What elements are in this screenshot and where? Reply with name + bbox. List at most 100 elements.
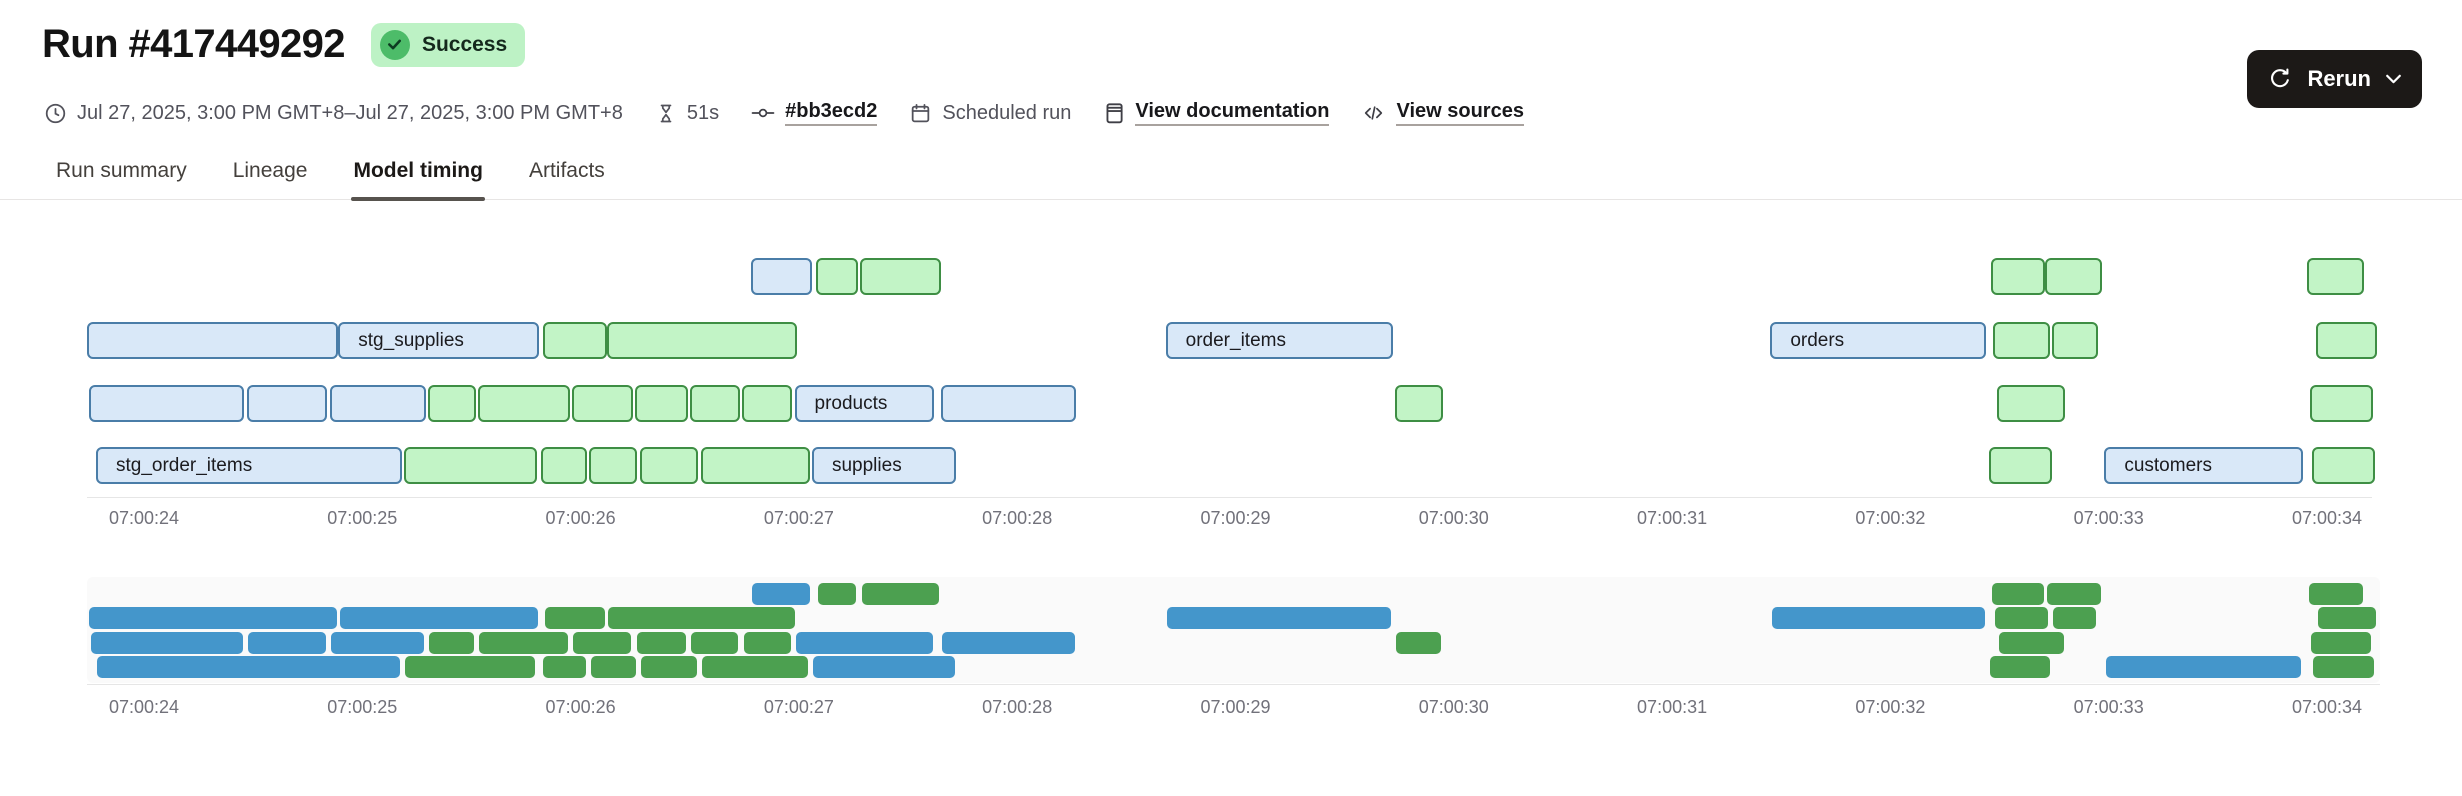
gantt-bar[interactable] [1993, 322, 2050, 359]
minimap-bar[interactable] [691, 632, 739, 654]
gantt-bar[interactable] [689, 385, 740, 422]
axis-tick-label: 07:00:28 [982, 697, 1053, 717]
axis-tick-label: 07:00:29 [1200, 508, 1271, 528]
gantt-bar[interactable] [1997, 385, 2066, 422]
gantt-bar[interactable] [89, 385, 245, 422]
minimap-bar[interactable] [1990, 656, 2051, 678]
minimap-bar[interactable] [942, 632, 1075, 654]
gantt-bar[interactable]: supplies [811, 447, 957, 484]
minimap-bar[interactable] [88, 607, 337, 629]
gantt-bar[interactable]: order_items [1165, 322, 1393, 359]
gantt-bar[interactable] [606, 322, 797, 359]
minimap-bar[interactable] [2105, 656, 2302, 678]
chevron-down-icon [2386, 74, 2401, 84]
gantt-bar[interactable] [2045, 258, 2103, 295]
minimap-bar[interactable] [861, 583, 940, 605]
gantt-bar[interactable] [2051, 322, 2098, 359]
tab-run-summary[interactable]: Run summary [56, 159, 187, 182]
gantt-bar[interactable] [816, 258, 858, 295]
gantt-bar[interactable] [750, 258, 812, 295]
minimap-bar[interactable] [817, 583, 857, 605]
gantt-bar[interactable] [2307, 258, 2365, 295]
gantt-bar[interactable] [700, 447, 810, 484]
gantt-axis-line [87, 497, 2372, 498]
minimap-bar[interactable] [2317, 607, 2376, 629]
gantt-bar[interactable]: products [794, 385, 935, 422]
minimap-bar[interactable] [2311, 632, 2372, 654]
gantt-bar[interactable] [589, 447, 638, 484]
minimap-bar[interactable] [590, 656, 636, 678]
axis-tick-label: 07:00:27 [763, 697, 834, 717]
gantt-bar[interactable] [635, 385, 688, 422]
axis-tick-label: 07:00:33 [2073, 697, 2144, 717]
gantt-bar[interactable] [477, 385, 570, 422]
axis-tick-label: 07:00:26 [545, 697, 616, 717]
gantt-bar[interactable] [1990, 258, 2046, 295]
minimap-bar[interactable] [1396, 632, 1442, 654]
axis-tick-label: 07:00:34 [2291, 697, 2363, 717]
minimap-bar[interactable] [544, 607, 606, 629]
minimap-bar[interactable] [90, 632, 243, 654]
gantt-bar[interactable]: stg_order_items [95, 447, 402, 484]
gantt-bar[interactable] [860, 258, 941, 295]
tab-artifacts[interactable]: Artifacts [528, 159, 605, 182]
gantt-bar[interactable]: customers [2104, 447, 2303, 484]
minimap-bar[interactable] [608, 607, 796, 629]
gantt-bar[interactable] [2311, 447, 2376, 484]
minimap-bar[interactable] [429, 632, 475, 654]
code-icon [1365, 106, 1383, 120]
gantt-bar[interactable]: stg_supplies [338, 322, 540, 359]
gantt-bar[interactable] [2309, 385, 2373, 422]
axis-tick-label: 07:00:27 [763, 508, 834, 528]
minimap-bar[interactable] [573, 632, 632, 654]
minimap-bar[interactable] [1771, 607, 1985, 629]
axis-tick-label: 07:00:25 [327, 508, 398, 528]
minimap-bar[interactable] [641, 656, 697, 678]
gantt-bar[interactable] [571, 385, 633, 422]
minimap-bar[interactable] [2053, 607, 2097, 629]
gantt-bar[interactable] [1988, 447, 2052, 484]
minimap-bar[interactable] [1992, 583, 2044, 605]
gantt-bar[interactable] [427, 385, 476, 422]
minimap-bar[interactable] [813, 656, 955, 678]
gantt-bar[interactable]: orders [1770, 322, 1987, 359]
gantt-bar[interactable] [87, 322, 339, 359]
rerun-button[interactable]: Rerun [2247, 50, 2422, 108]
minimap-bar[interactable] [702, 656, 809, 678]
commit-link[interactable]: #bb3ecd2 [751, 100, 878, 126]
minimap-bar[interactable] [796, 632, 933, 654]
gantt-bar[interactable] [329, 385, 426, 422]
minimap-bar[interactable] [1994, 607, 2049, 629]
view-sources-link[interactable]: View sources [1361, 100, 1524, 126]
gantt-bar[interactable] [2316, 322, 2378, 359]
gantt-bar[interactable] [1394, 385, 1443, 422]
minimap-bar[interactable] [248, 632, 326, 654]
gantt-bar[interactable] [639, 447, 699, 484]
minimap-bar[interactable] [339, 607, 538, 629]
gantt-bar-label: supplies [831, 454, 902, 476]
minimap-bar[interactable] [331, 632, 425, 654]
gantt-bar[interactable] [742, 385, 793, 422]
minimap-bar[interactable] [1998, 632, 2064, 654]
minimap-bar[interactable] [752, 583, 811, 605]
minimap-bar[interactable] [1167, 607, 1392, 629]
minimap-bar[interactable] [2308, 583, 2363, 605]
status-badge-label: Success [421, 32, 508, 56]
axis-tick-label: 07:00:24 [108, 697, 180, 717]
minimap-bar[interactable] [479, 632, 569, 654]
minimap-bar[interactable] [2046, 583, 2101, 605]
minimap-bar[interactable] [2313, 656, 2374, 678]
gantt-bar[interactable] [543, 322, 607, 359]
view-documentation-link[interactable]: View documentation [1103, 100, 1330, 126]
gantt-bar[interactable] [246, 385, 328, 422]
minimap-bar[interactable] [743, 632, 791, 654]
minimap-bar[interactable] [405, 656, 536, 678]
gantt-bar[interactable] [403, 447, 537, 484]
minimap-bar[interactable] [97, 656, 401, 678]
minimap-bar[interactable] [542, 656, 586, 678]
tab-lineage[interactable]: Lineage [232, 159, 308, 182]
gantt-bar[interactable] [541, 447, 588, 484]
gantt-bar[interactable] [940, 385, 1077, 422]
tab-model-timing[interactable]: Model timing [351, 159, 485, 201]
minimap-bar[interactable] [636, 632, 687, 654]
